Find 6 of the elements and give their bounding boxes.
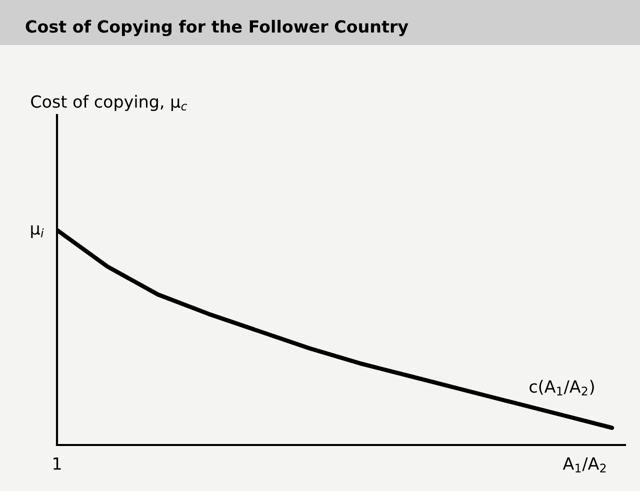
text: μ$_{i}$ [31,225,44,238]
text: 1 [54,457,61,470]
text: Cost of copying, μ$_{c}$ [31,94,188,112]
annotation: 1 [557,386,562,396]
x-axis-title: A$_{1}$/A$_{2}$ [562,457,606,472]
chart-title: Cost of Copying for the Follower Country [26,20,408,36]
